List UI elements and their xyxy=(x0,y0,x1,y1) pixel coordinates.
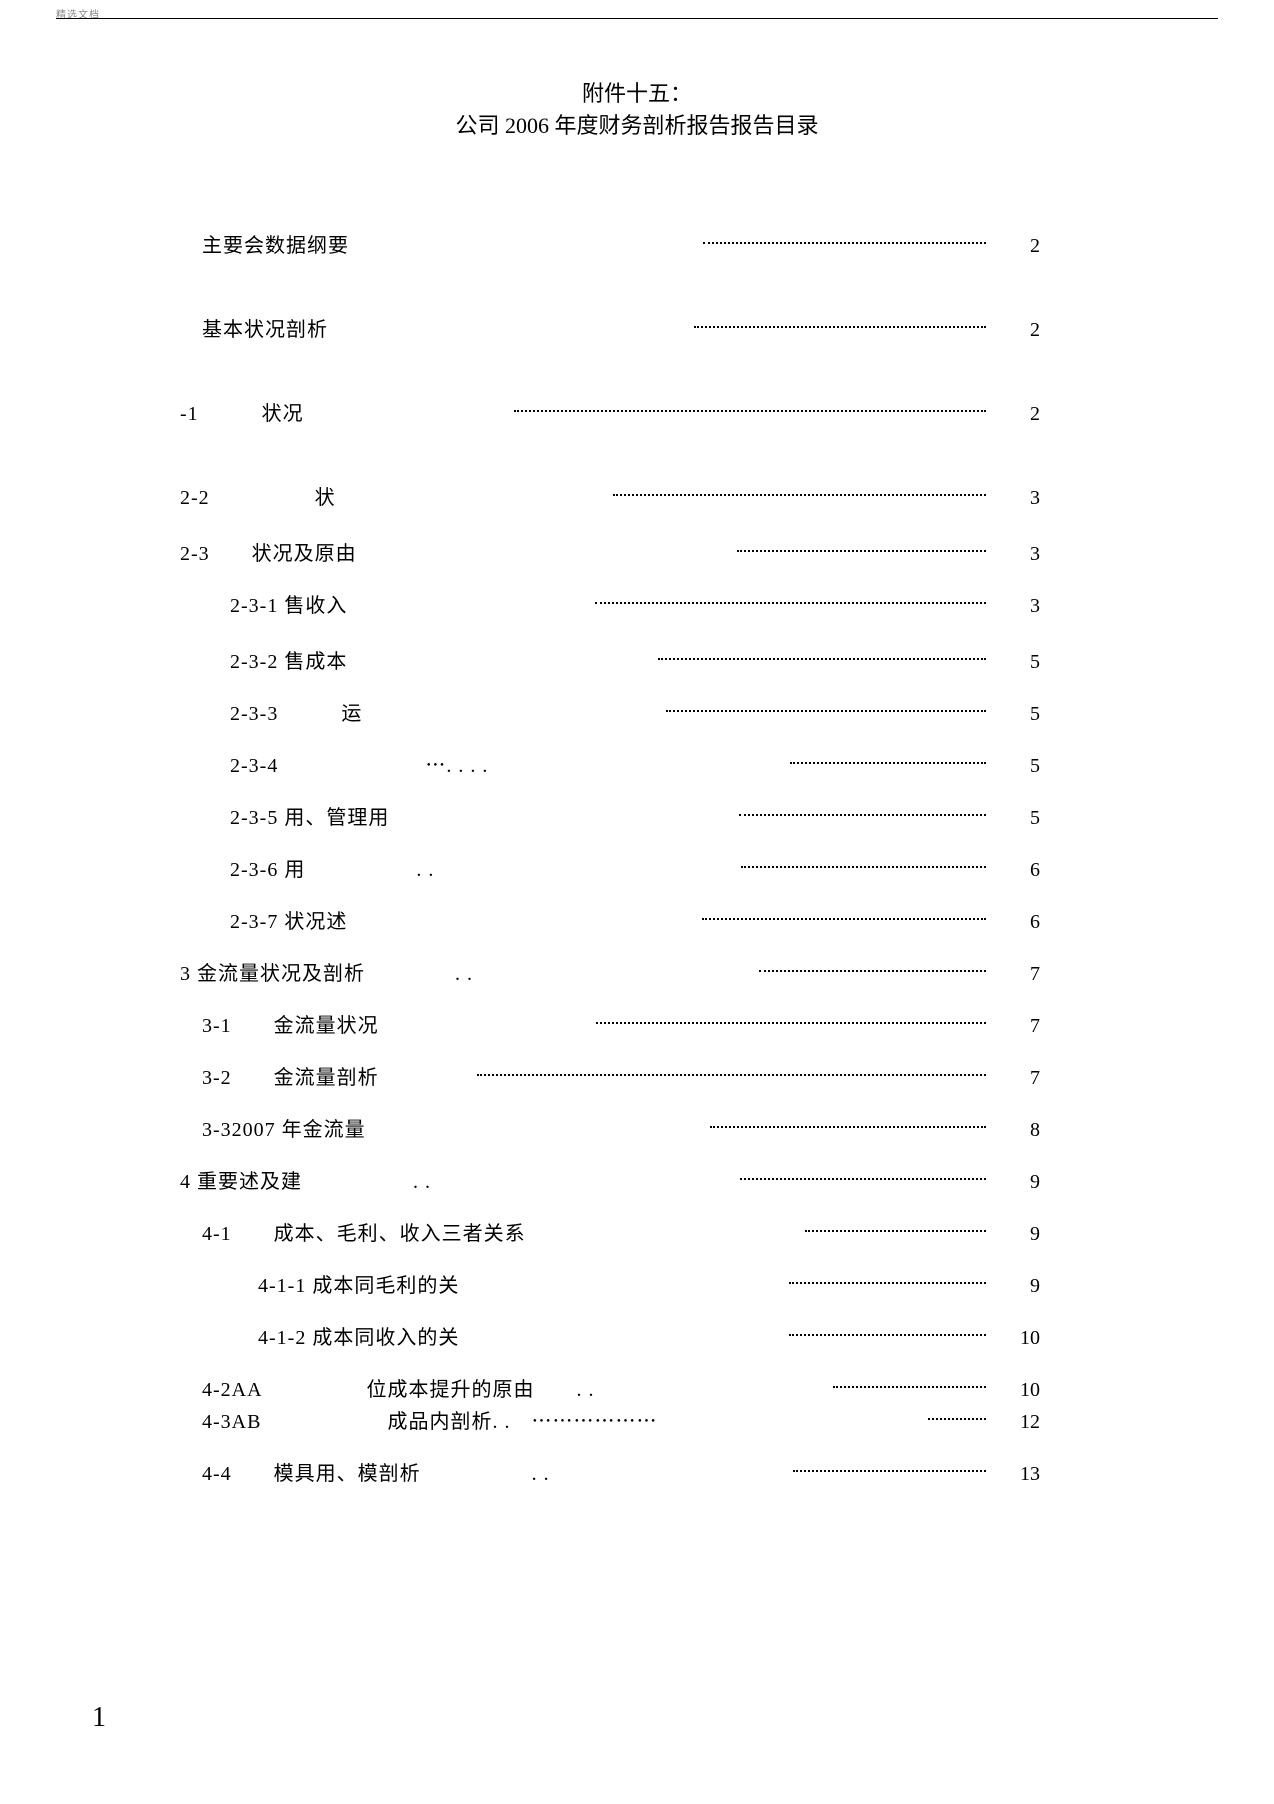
toc-row: 2-3 状况及原由 3 xyxy=(180,540,1040,568)
toc-page: 9 xyxy=(994,1168,1040,1196)
toc-row: 2-3-2 售成本 5 xyxy=(180,648,1040,676)
toc-label: 主要会数据纲要 xyxy=(202,232,349,260)
toc-leader xyxy=(534,1220,986,1240)
toc-row: 2-2 状 3 xyxy=(180,484,1040,512)
toc-row: 3 金流量状况及剖析 . . 7 xyxy=(180,960,1040,988)
toc-leader xyxy=(387,1012,986,1032)
toc-leader xyxy=(312,400,986,420)
toc-leader xyxy=(355,908,986,928)
toc-label: -1 状况 xyxy=(180,400,304,428)
toc-leader xyxy=(336,316,986,336)
toc-leader xyxy=(496,752,986,772)
toc-leader xyxy=(665,1408,986,1428)
toc-label: 2-3-6 用 . . xyxy=(230,856,434,884)
toc-page: 3 xyxy=(994,484,1040,512)
toc-leader xyxy=(558,1460,986,1480)
toc-label: 4-1-2 成本同收入的关 xyxy=(258,1324,459,1352)
header-rule xyxy=(56,18,1218,19)
toc-row: 2-3-4 ⋯. . . . 5 xyxy=(180,752,1040,780)
toc-leader xyxy=(387,1064,986,1084)
toc-row: 4-2AA 位成本提升的原由 . . 10 xyxy=(180,1376,1040,1404)
toc-label: 基本状况剖析 xyxy=(202,316,328,344)
toc-page: 5 xyxy=(994,804,1040,832)
toc-row: 4-1-2 成本同收入的关 10 xyxy=(180,1324,1040,1352)
toc-leader xyxy=(355,592,986,612)
toc-page: 7 xyxy=(994,1064,1040,1092)
toc-label: 3-32007 年金流量 xyxy=(202,1116,366,1144)
toc-row: 2-3-7 状况述 6 xyxy=(180,908,1040,936)
title-block: 附件十五： 公司 2006 年度财务剖析报告报告目录 xyxy=(0,78,1274,142)
toc-leader xyxy=(344,484,986,504)
toc-row: 2-3-6 用 . . 6 xyxy=(180,856,1040,884)
toc-leader xyxy=(397,804,986,824)
toc-label: 4-1 成本、毛利、收入三者关系 xyxy=(202,1220,526,1248)
toc-leader xyxy=(602,1376,986,1396)
toc-leader xyxy=(467,1272,986,1292)
toc-row: -1 状况 2 xyxy=(180,400,1040,428)
toc-label: 3-2 金流量剖析 xyxy=(202,1064,379,1092)
toc-label: 4-1-1 成本同毛利的关 xyxy=(258,1272,459,1300)
toc-leader xyxy=(355,648,986,668)
toc-row: 3-2 金流量剖析 7 xyxy=(180,1064,1040,1092)
toc-page: 10 xyxy=(994,1376,1040,1404)
toc-row: 2-3-3 运 5 xyxy=(180,700,1040,728)
toc-leader xyxy=(439,1168,986,1188)
toc-page: 5 xyxy=(994,648,1040,676)
toc-label: 2-2 状 xyxy=(180,484,336,512)
toc-row: 基本状况剖析 2 xyxy=(180,316,1040,344)
toc-leader xyxy=(442,856,986,876)
toc-label: 2-3 状况及原由 xyxy=(180,540,357,568)
toc-row: 4-1 成本、毛利、收入三者关系 9 xyxy=(180,1220,1040,1248)
toc-label: 4-2AA 位成本提升的原由 . . xyxy=(202,1376,594,1404)
toc-label: 3-1 金流量状况 xyxy=(202,1012,379,1040)
toc-row: 主要会数据纲要 2 xyxy=(180,232,1040,260)
toc-page: 10 xyxy=(994,1324,1040,1352)
toc-page: 2 xyxy=(994,400,1040,428)
toc-page: 5 xyxy=(994,752,1040,780)
toc-page: 2 xyxy=(994,232,1040,260)
toc-page: 8 xyxy=(994,1116,1040,1144)
toc-label: 4-3AB 成品内剖析. . ⋯⋯⋯⋯⋯⋯ xyxy=(202,1408,657,1436)
toc-page: 12 xyxy=(994,1408,1040,1436)
toc-label: 2-3-1 售收入 xyxy=(230,592,347,620)
toc-leader xyxy=(374,1116,986,1136)
toc-page: 3 xyxy=(994,592,1040,620)
toc-row: 4 重要述及建 . . 9 xyxy=(180,1168,1040,1196)
title-line-1: 附件十五： xyxy=(0,78,1274,110)
toc-leader xyxy=(370,700,986,720)
toc-label: 2-3-5 用、管理用 xyxy=(230,804,389,832)
toc-row: 4-1-1 成本同毛利的关 9 xyxy=(180,1272,1040,1300)
table-of-contents: 主要会数据纲要2基本状况剖析2-1 状况22-2 状32-3 状况及原由32-3… xyxy=(180,232,1040,1512)
toc-leader xyxy=(357,232,986,252)
toc-label: 3 金流量状况及剖析 . . xyxy=(180,960,473,988)
toc-label: 4 重要述及建 . . xyxy=(180,1168,431,1196)
title-line-2: 公司 2006 年度财务剖析报告报告目录 xyxy=(0,110,1274,142)
toc-page: 7 xyxy=(994,960,1040,988)
toc-page: 5 xyxy=(994,700,1040,728)
toc-label: 2-3-4 ⋯. . . . xyxy=(230,752,488,780)
toc-row: 4-4 模具用、模剖析 . . 13 xyxy=(180,1460,1040,1488)
toc-row: 2-3-5 用、管理用 5 xyxy=(180,804,1040,832)
toc-leader xyxy=(467,1324,986,1344)
toc-row: 3-32007 年金流量 8 xyxy=(180,1116,1040,1144)
toc-label: 2-3-7 状况述 xyxy=(230,908,347,936)
toc-page: 13 xyxy=(994,1460,1040,1488)
toc-leader xyxy=(481,960,986,980)
toc-row: 2-3-1 售收入 3 xyxy=(180,592,1040,620)
toc-row: 3-1 金流量状况 7 xyxy=(180,1012,1040,1040)
toc-page: 9 xyxy=(994,1272,1040,1300)
toc-row: 4-3AB 成品内剖析. . ⋯⋯⋯⋯⋯⋯ 12 xyxy=(180,1408,1040,1436)
page-number: 1 xyxy=(92,1702,106,1734)
toc-page: 7 xyxy=(994,1012,1040,1040)
toc-page: 6 xyxy=(994,856,1040,884)
toc-page: 9 xyxy=(994,1220,1040,1248)
toc-page: 3 xyxy=(994,540,1040,568)
toc-page: 6 xyxy=(994,908,1040,936)
toc-label: 2-3-3 运 xyxy=(230,700,362,728)
toc-leader xyxy=(365,540,986,560)
toc-page: 2 xyxy=(994,316,1040,344)
toc-label: 4-4 模具用、模剖析 . . xyxy=(202,1460,550,1488)
toc-label: 2-3-2 售成本 xyxy=(230,648,347,676)
